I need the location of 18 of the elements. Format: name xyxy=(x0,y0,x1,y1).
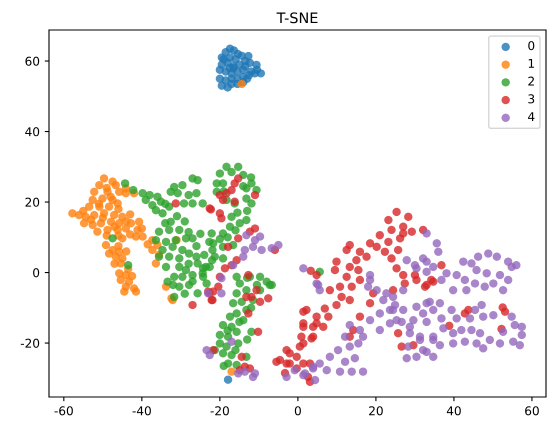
chart-title: T-SNE xyxy=(276,12,318,24)
legend-label: 3 xyxy=(528,94,534,104)
legend-label: 2 xyxy=(528,76,534,86)
y-tick-label: 60 xyxy=(25,56,40,66)
x-tick-label: 20 xyxy=(369,406,383,416)
x-tick-label: 0 xyxy=(294,406,301,416)
legend-label: 4 xyxy=(528,112,534,121)
legend-label: 1 xyxy=(528,58,534,68)
y-tick-label: 0 xyxy=(33,268,40,278)
y-tick-label: -20 xyxy=(20,338,40,348)
x-tick-label: -60 xyxy=(54,406,73,416)
x-tick-label: 60 xyxy=(525,406,539,416)
x-tick-label: -40 xyxy=(132,406,151,416)
y-tick-label: 40 xyxy=(25,127,40,136)
legend-label: 0 xyxy=(528,41,534,50)
x-tick-label: -20 xyxy=(210,406,229,416)
y-tick-label: 20 xyxy=(25,198,40,207)
x-tick-label: 40 xyxy=(446,406,461,416)
